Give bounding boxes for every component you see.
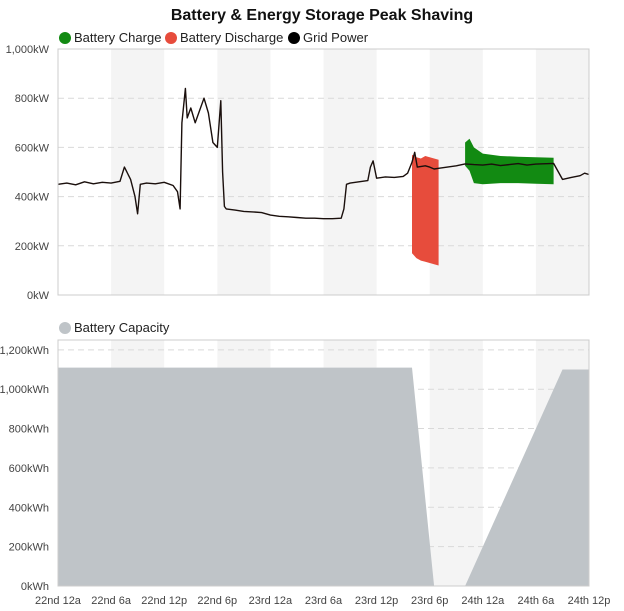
- top-plot-area[interactable]: [57, 87, 590, 266]
- background-band: [429, 340, 483, 586]
- x-tick-label: 22nd 12p: [141, 595, 187, 607]
- plot-frame: [57, 48, 590, 296]
- background-band: [323, 49, 377, 295]
- legend-label-grid-power[interactable]: Grid Power: [303, 30, 369, 45]
- plot-frames: [57, 48, 590, 587]
- x-axis: 22nd 12a 22nd 6a 22nd 12p 22nd 6p 23rd 12a 23…: [35, 595, 610, 607]
- y-tick-label: 0kW: [27, 290, 50, 302]
- chart-title: Battery & Energy Storage Peak Shaving: [171, 7, 473, 24]
- y-tick-label: 200kW: [15, 241, 50, 253]
- background-band: [217, 49, 271, 295]
- x-tick-label: 24th 12a: [461, 595, 505, 607]
- x-tick-label: 23rd 12a: [249, 595, 293, 607]
- y-tick-label: 600kWh: [9, 463, 49, 475]
- series-battery-charge[interactable]: [465, 138, 554, 185]
- legend-marker-battery-discharge: [165, 32, 177, 44]
- legend-marker-battery-charge: [59, 32, 71, 44]
- y-tick-label: 0kWh: [21, 581, 49, 593]
- x-tick-label: 22nd 12a: [35, 595, 82, 607]
- legend-marker-grid-power: [288, 32, 300, 44]
- top-legend[interactable]: Battery Charge Battery Discharge Grid Po…: [59, 30, 369, 45]
- y-tick-label: 1,200kWh: [0, 345, 49, 357]
- x-tick-label: 23rd 6p: [411, 595, 448, 607]
- x-tick-label: 23rd 12p: [355, 595, 398, 607]
- top-y-axis: 0kW 200kW 400kW 600kW 800kW 1,000kW: [6, 44, 50, 302]
- y-tick-label: 600kW: [15, 142, 50, 154]
- series-battery-discharge[interactable]: [412, 154, 439, 266]
- x-tick-label: 24th 6a: [518, 595, 556, 607]
- x-tick-label: 22nd 6a: [91, 595, 132, 607]
- series-grid-power[interactable]: [57, 87, 590, 220]
- legend-marker-battery-capacity: [59, 322, 71, 334]
- plot-frame: [57, 339, 590, 587]
- y-tick-label: 1,000kW: [6, 44, 50, 56]
- y-tick-label: 1,000kWh: [0, 384, 49, 396]
- x-tick-label: 23rd 6a: [305, 595, 343, 607]
- y-tick-label: 200kWh: [9, 542, 49, 554]
- bottom-y-axis: 0kWh 200kWh 400kWh 600kWh 800kWh 1,000kWh 1,20…: [0, 345, 49, 593]
- bottom-plot-area[interactable]: [58, 367, 589, 586]
- bottom-legend[interactable]: Battery Capacity: [59, 320, 170, 335]
- legend-label-battery-discharge[interactable]: Battery Discharge: [180, 30, 283, 45]
- background-band: [111, 49, 165, 295]
- legend-label-battery-charge[interactable]: Battery Charge: [74, 30, 161, 45]
- series-battery-capacity[interactable]: [58, 367, 589, 586]
- x-tick-label: 24th 12p: [568, 595, 611, 607]
- y-tick-label: 400kW: [15, 192, 50, 204]
- y-tick-label: 800kWh: [9, 424, 49, 436]
- x-tick-label: 22nd 6p: [197, 595, 237, 607]
- legend-label-battery-capacity[interactable]: Battery Capacity: [74, 320, 170, 335]
- y-tick-label: 400kWh: [9, 502, 49, 514]
- y-tick-label: 800kW: [15, 93, 50, 105]
